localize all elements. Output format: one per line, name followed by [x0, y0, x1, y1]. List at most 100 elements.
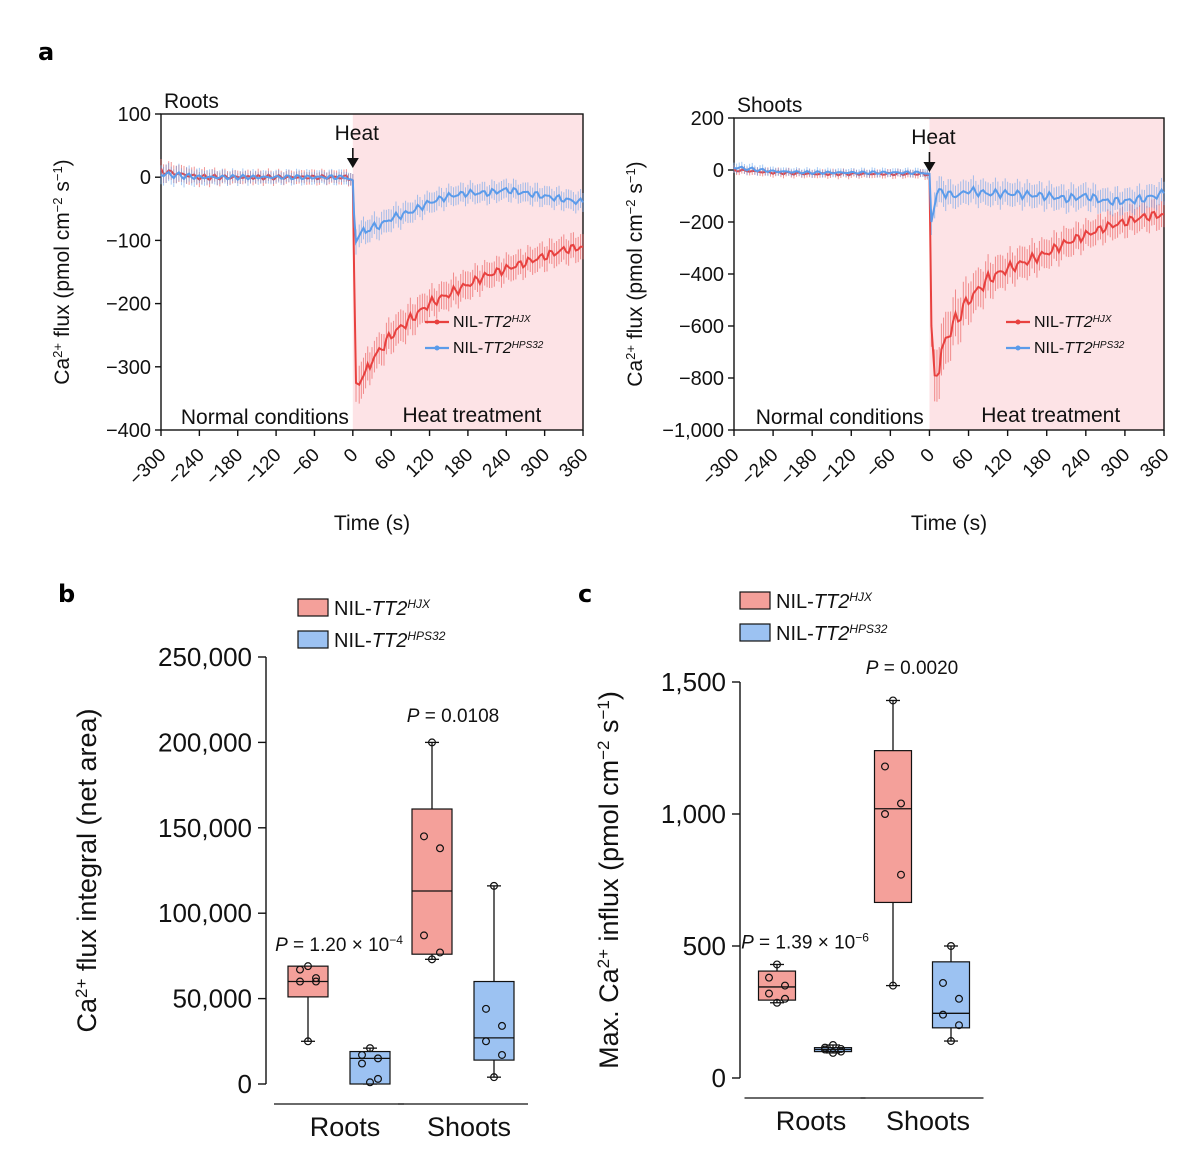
text-part: Ca — [51, 358, 74, 385]
data-point — [428, 955, 437, 964]
data-point — [896, 799, 905, 808]
data-point — [938, 978, 947, 987]
data-point — [374, 1054, 383, 1063]
y-tick-label: 1,000 — [661, 799, 726, 829]
data-point — [780, 994, 789, 1003]
x-tick-label: 180 — [440, 445, 477, 482]
series-line-1 — [160, 170, 584, 246]
legend-swatch — [739, 591, 771, 610]
legend-label: NIL-TT2HJX — [453, 314, 531, 332]
data-point — [428, 738, 437, 747]
text-part: NIL- — [334, 630, 372, 652]
heat-arrow-head — [346, 158, 359, 168]
x-tick-label: 60 — [371, 445, 401, 475]
superscript: HPS32 — [407, 629, 445, 643]
p-exponent: −4 — [389, 933, 403, 947]
p-text: = 1.39 × 10 — [754, 933, 855, 954]
y-tick-label: −1,000 — [662, 420, 724, 442]
data-point — [490, 1073, 499, 1082]
x-tick-label: −300 — [125, 445, 170, 490]
x-tick-label: 300 — [517, 445, 554, 482]
legend-label: NIL-TT2HJX — [776, 590, 873, 613]
chart-title: Shoots — [737, 94, 802, 117]
group-label: Shoots — [427, 1112, 511, 1142]
group-label: Roots — [310, 1112, 381, 1142]
x-tick-label: −120 — [241, 445, 286, 490]
text-part: NIL- — [453, 340, 483, 357]
data-point — [420, 931, 429, 940]
superscript: −2 — [623, 199, 638, 214]
box-2 — [411, 738, 453, 964]
series-line-1 — [733, 165, 1165, 223]
data-point — [820, 1045, 829, 1054]
data-point — [772, 998, 781, 1007]
y-tick-label: −400 — [106, 420, 151, 442]
text-part: TT2 — [483, 314, 512, 331]
series-line-0 — [733, 168, 1165, 377]
legend-swatch — [297, 598, 329, 617]
data-point — [482, 1004, 491, 1013]
legend-swatch — [297, 630, 329, 649]
x-tick-label: 0 — [917, 445, 939, 467]
text-part: flux (pmol cm — [51, 212, 74, 343]
legend-marker — [434, 345, 440, 351]
box-3 — [473, 881, 515, 1082]
legend-label: NIL-TT2HPS32 — [453, 340, 544, 358]
superscript: 2+ — [623, 345, 638, 360]
data-point — [764, 973, 773, 982]
p-symbol: P — [407, 706, 420, 727]
text-part: s — [624, 183, 647, 199]
text-part: NIL- — [776, 591, 814, 613]
data-point — [780, 981, 789, 990]
y-tick-label: 0 — [238, 1069, 252, 1099]
y-tick-label: −600 — [679, 316, 724, 338]
text-part: ) — [624, 161, 647, 168]
box-0 — [287, 962, 329, 1046]
superscript: 2+ — [50, 343, 65, 358]
data-point — [896, 870, 905, 879]
heat-shade-region — [929, 118, 1164, 430]
text-part: ) — [51, 159, 74, 166]
text-part: TT2 — [483, 340, 512, 357]
box-iqr — [873, 750, 913, 904]
data-point — [880, 809, 889, 818]
superscript: −2 — [594, 741, 613, 760]
data-point — [436, 948, 445, 957]
data-point — [304, 962, 313, 971]
y-tick-label: 0 — [713, 160, 724, 182]
y-tick-label: 100,000 — [158, 898, 252, 928]
data-point — [828, 1040, 837, 1049]
x-tick-label: −180 — [777, 445, 822, 490]
superscript: HJX — [512, 314, 531, 325]
data-point — [358, 1050, 367, 1059]
box-iqr — [473, 980, 515, 1061]
p-exponent: −6 — [855, 931, 869, 945]
flux-integral-chart: 0 50,000 100,000 150,000 200,000 250,000 Roots… — [72, 597, 528, 1142]
heat-treatment-label: Heat treatment — [402, 404, 541, 427]
x-tick-label: −240 — [738, 445, 783, 490]
y-tick-label: 250,000 — [158, 642, 252, 672]
data-point — [938, 1010, 947, 1019]
data-point — [764, 989, 773, 998]
data-point — [296, 965, 305, 974]
data-point — [420, 832, 429, 841]
box-2 — [873, 696, 913, 990]
x-tick-label: −60 — [862, 445, 900, 483]
normal-conditions-label: Normal conditions — [181, 406, 349, 429]
box-0 — [757, 960, 797, 1007]
p-value-label: P = 0.0108 — [407, 706, 499, 727]
text-part: TT2 — [1064, 314, 1093, 331]
box-3 — [931, 941, 971, 1046]
data-point — [836, 1047, 845, 1056]
box-iqr — [757, 970, 797, 1001]
data-point — [946, 1037, 955, 1046]
x-tick-label: 120 — [980, 445, 1017, 482]
x-axis-label: Time (s) — [334, 512, 410, 535]
text-part: NIL- — [1034, 340, 1064, 357]
y-tick-label: −300 — [106, 357, 151, 379]
y-tick-label: 150,000 — [158, 813, 252, 843]
data-point — [946, 941, 955, 950]
x-tick-label: 360 — [1136, 445, 1173, 482]
